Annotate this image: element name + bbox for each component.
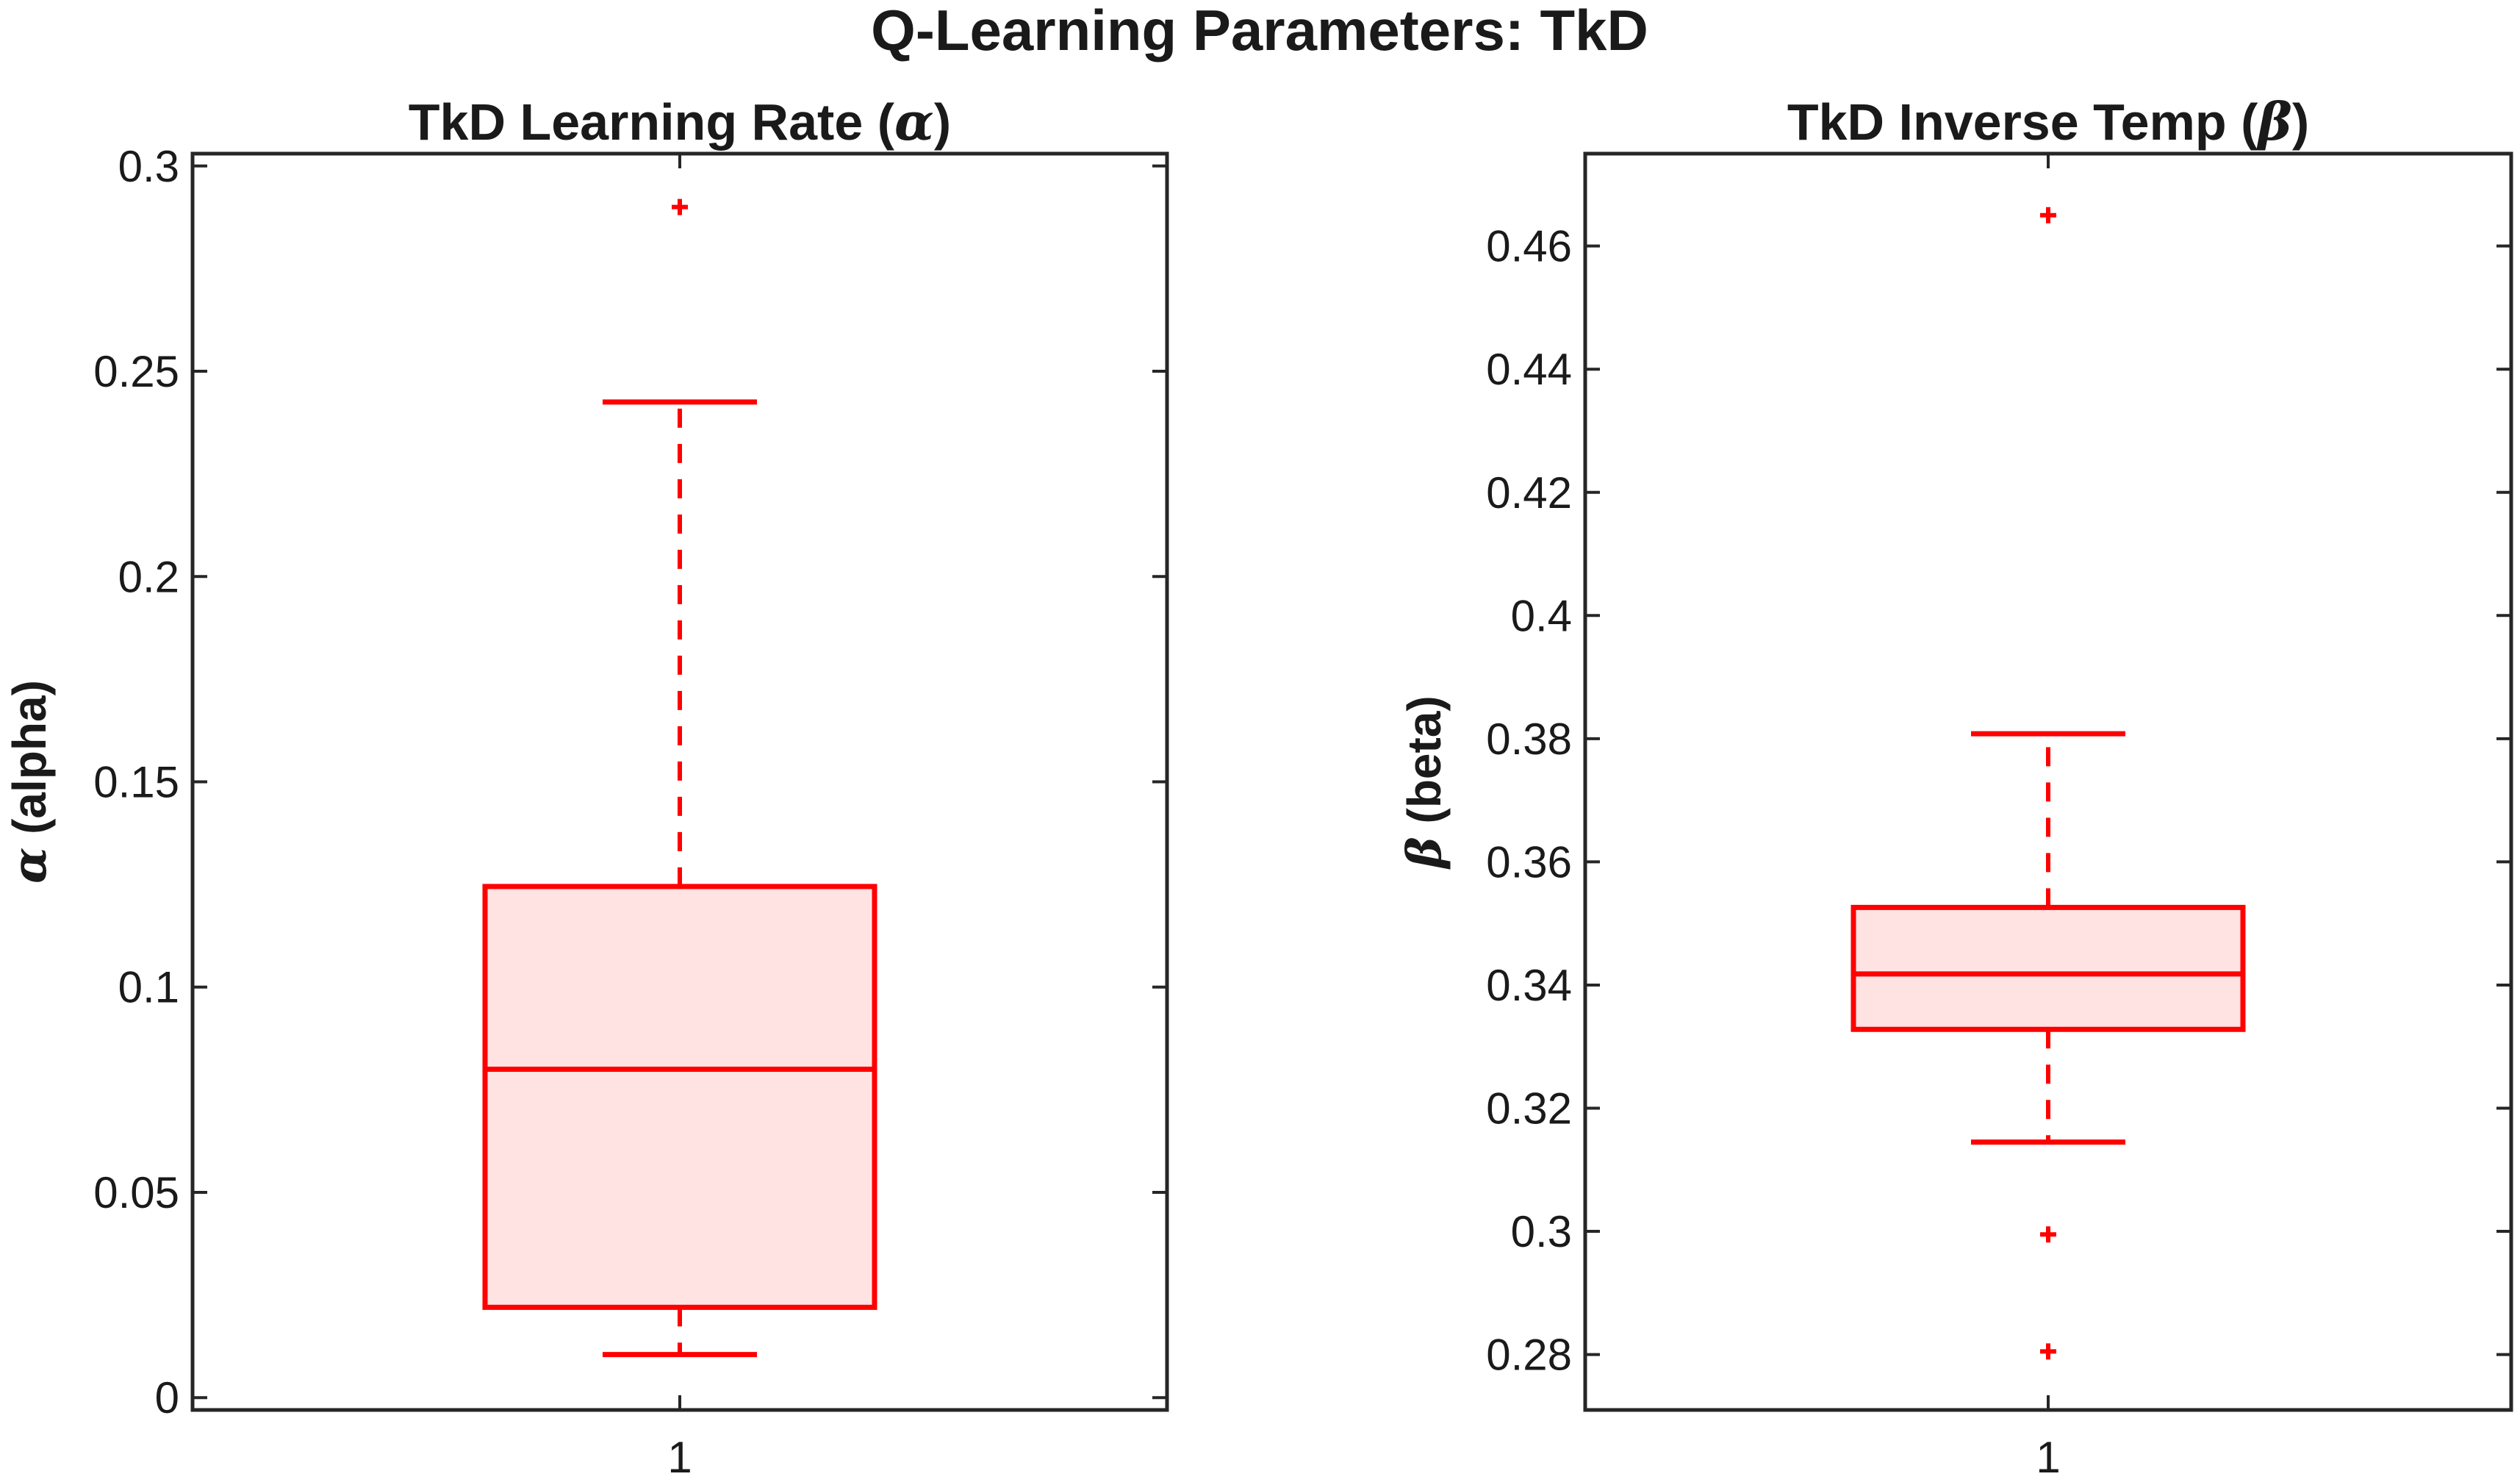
beta-y-tick-label: 0.46	[1486, 222, 1572, 271]
beta-title-suffix: )	[2292, 93, 2309, 151]
beta-title-symbol: β	[2255, 91, 2291, 152]
alpha-box	[482, 884, 877, 1310]
beta-y-tick-label: 0.4	[1511, 591, 1572, 640]
alpha-y-tick-label: 0.1	[118, 963, 179, 1012]
beta-box	[1850, 904, 2246, 1032]
beta-x-tick-label: 1	[2036, 1433, 2060, 1482]
alpha-y-tick-label: 0.15	[93, 758, 179, 807]
beta-axes: TkD Inverse Temp (β)β (beta)0.280.30.320…	[1397, 91, 2513, 1482]
beta-outlier-marker	[2040, 207, 2056, 223]
alpha-y-tick-label: 0.3	[118, 142, 179, 191]
beta-y-axis-label: β (beta)	[1397, 695, 1452, 870]
beta-y-tick-label: 0.36	[1486, 837, 1572, 887]
beta-axes-title: TkD Inverse Temp (β)	[1787, 91, 2309, 152]
figure-title: Q-Learning Parameters: TkD	[871, 0, 1648, 62]
alpha-y-tick-label: 0	[155, 1373, 179, 1422]
beta-outlier-marker	[2040, 1343, 2056, 1360]
beta-ylabel-symbol: β	[1397, 837, 1452, 870]
alpha-y-axis-label: α (alpha)	[2, 680, 57, 884]
beta-y-tick-label: 0.3	[1511, 1207, 1572, 1256]
beta-y-tick-label: 0.32	[1486, 1084, 1572, 1134]
beta-y-tick-label: 0.28	[1486, 1331, 1572, 1380]
beta-y-tick-label: 0.42	[1486, 468, 1572, 518]
alpha-y-tick-label: 0.25	[93, 347, 179, 396]
alpha-ylabel-text: (alpha)	[3, 680, 56, 848]
alpha-y-tick-label: 0.2	[118, 552, 179, 601]
beta-y-tick-label: 0.44	[1486, 345, 1572, 394]
alpha-outlier-marker	[672, 198, 688, 215]
beta-plot-frame	[1583, 151, 2513, 1412]
alpha-title-symbol: α	[894, 91, 934, 152]
beta-y-tick-label: 0.34	[1486, 961, 1572, 1010]
alpha-ylabel-symbol: α	[2, 848, 57, 884]
beta-outlier-marker	[2040, 1226, 2056, 1243]
alpha-axes-title: TkD Learning Rate (α)	[409, 91, 951, 152]
beta-y-tick-label: 0.38	[1486, 715, 1572, 764]
alpha-y-tick-label: 0.05	[93, 1168, 179, 1217]
alpha-x-tick-label: 1	[667, 1433, 692, 1482]
alpha-title-prefix: TkD Learning Rate (	[409, 93, 895, 151]
alpha-axes: TkD Learning Rate (α)α (alpha)00.050.10.…	[2, 91, 1169, 1482]
beta-title-prefix: TkD Inverse Temp (	[1787, 93, 2258, 151]
alpha-title-suffix: )	[934, 93, 951, 151]
beta-ylabel-text: (beta)	[1398, 695, 1451, 837]
